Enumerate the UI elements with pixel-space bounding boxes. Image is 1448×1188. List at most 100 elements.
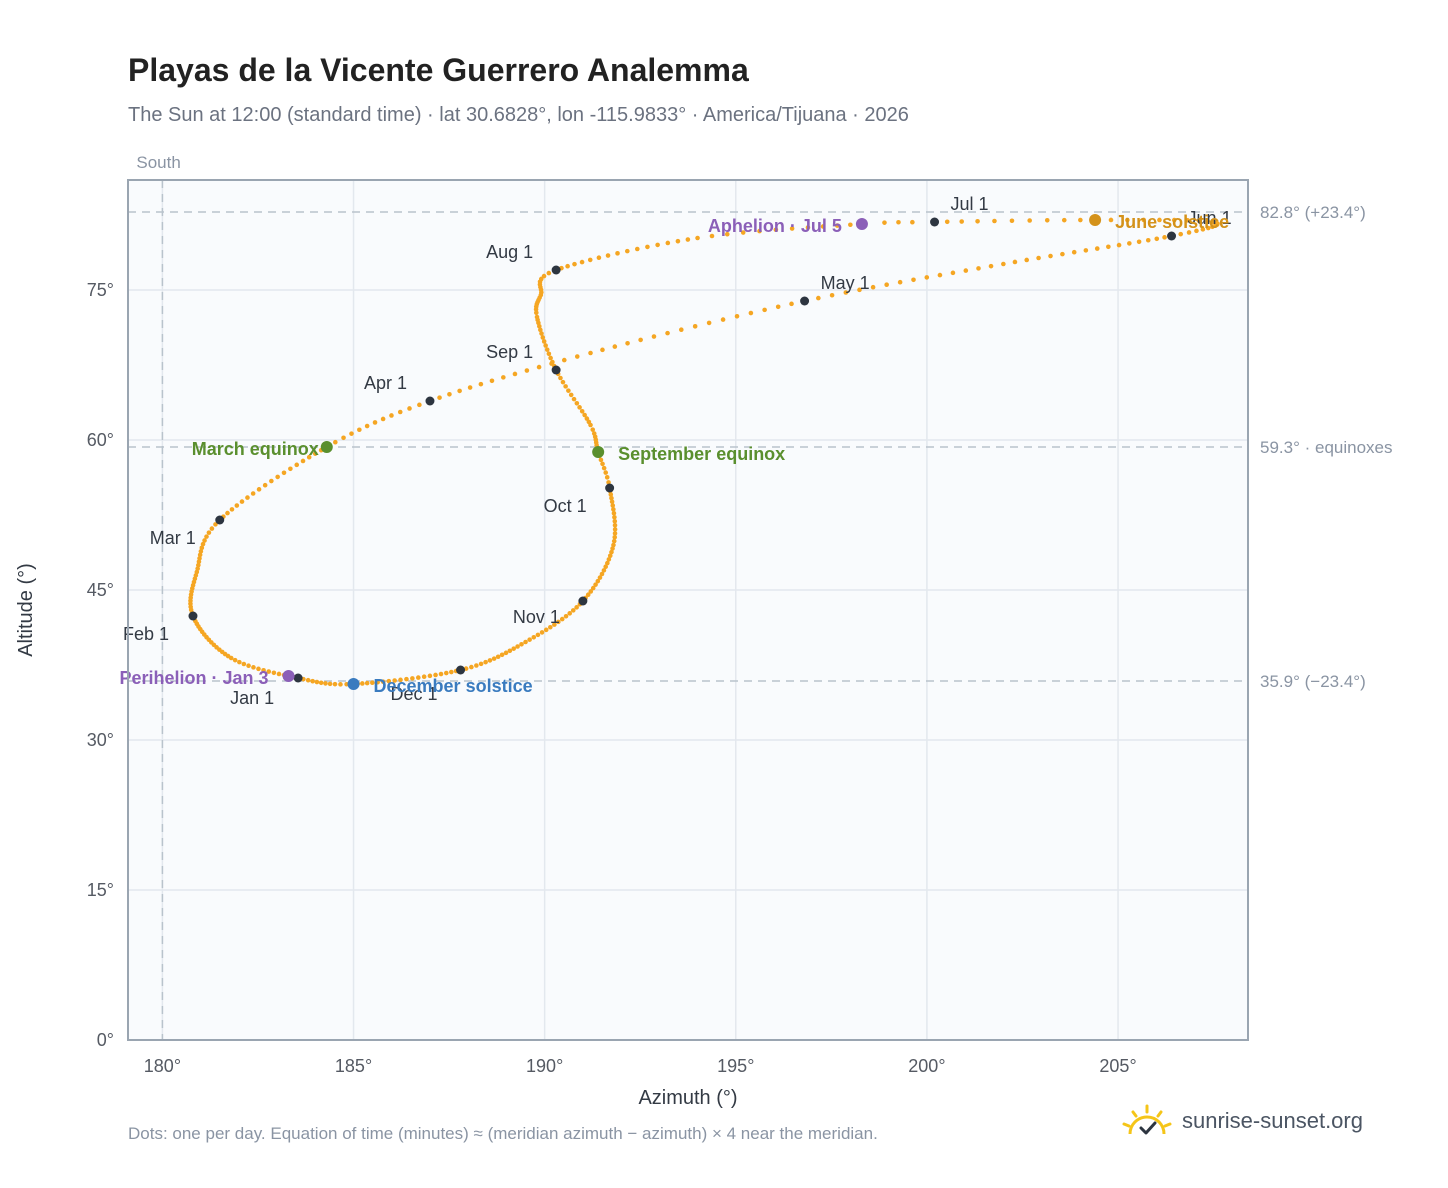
daily-dot xyxy=(789,226,795,231)
daily-dot xyxy=(896,219,901,225)
daily-dot xyxy=(262,482,268,488)
daily-dot xyxy=(612,344,618,349)
daily-dot xyxy=(963,268,969,273)
daily-dot xyxy=(360,681,365,686)
daily-dot xyxy=(734,313,740,319)
daily-dot xyxy=(209,526,215,531)
daily-dot xyxy=(897,279,903,285)
daily-dot xyxy=(882,220,887,225)
reference-line-label: 59.3° · equinoxes xyxy=(1260,438,1393,457)
daily-dot xyxy=(1141,217,1146,223)
daily-dot xyxy=(256,666,261,672)
event-marker xyxy=(592,446,605,458)
daily-dot xyxy=(685,237,691,242)
daily-dot xyxy=(567,611,573,616)
daily-dot xyxy=(338,682,343,687)
daily-dot xyxy=(550,359,555,365)
daily-dot xyxy=(538,327,543,333)
daily-dot xyxy=(992,218,997,224)
daily-dot xyxy=(595,578,601,584)
daily-dot xyxy=(600,347,605,353)
daily-dot xyxy=(1078,217,1083,223)
daily-dot xyxy=(1083,248,1089,253)
daily-dot xyxy=(523,639,528,645)
plot-area xyxy=(128,180,1248,1040)
event-label: September equinox xyxy=(618,444,785,464)
daily-dot xyxy=(474,663,479,668)
daily-dot xyxy=(559,616,565,622)
plot-frame xyxy=(127,179,1249,1041)
daily-dot xyxy=(478,381,484,387)
daily-dot xyxy=(1157,217,1162,223)
daily-dot xyxy=(544,347,550,352)
daily-dot xyxy=(645,244,650,250)
daily-dot xyxy=(884,282,889,287)
daily-dot xyxy=(364,680,370,686)
daily-dot xyxy=(976,266,981,271)
daily-dot xyxy=(601,568,607,573)
y-axis-title: Altitude (°) xyxy=(15,563,37,657)
daily-dot xyxy=(757,228,762,234)
daily-dot xyxy=(612,527,618,532)
daily-dot xyxy=(692,324,698,329)
daily-dot xyxy=(539,331,544,336)
daily-dot xyxy=(959,219,965,224)
daily-dot xyxy=(1196,218,1202,223)
daily-dot xyxy=(937,272,943,278)
daily-dot xyxy=(467,385,473,390)
daily-dot xyxy=(1061,217,1067,223)
chart-title: Playas de la Vicente Guerrero Analemma xyxy=(128,52,749,88)
daily-dot xyxy=(288,466,293,472)
daily-dot xyxy=(870,284,876,290)
daily-dot xyxy=(447,391,452,397)
daily-dot xyxy=(341,435,346,441)
daily-dot xyxy=(552,622,557,627)
brand[interactable]: sunrise-sunset.org xyxy=(1122,1104,1363,1138)
daily-dot xyxy=(610,546,615,551)
daily-dot xyxy=(511,646,517,651)
daily-dot xyxy=(829,292,835,298)
daily-dot xyxy=(590,585,596,591)
daily-dot xyxy=(560,379,566,385)
daily-dot xyxy=(579,259,585,265)
daily-dot xyxy=(261,667,266,673)
daily-dot xyxy=(196,562,201,568)
daily-dot xyxy=(1125,217,1130,223)
daily-dot xyxy=(603,470,609,475)
daily-dot xyxy=(427,673,433,679)
y-tick-label: 75° xyxy=(87,280,114,300)
y-tick-label: 45° xyxy=(87,580,114,600)
month-label: May 1 xyxy=(821,273,870,293)
daily-dot xyxy=(610,503,616,508)
event-marker xyxy=(347,678,360,690)
daily-dot xyxy=(357,427,362,433)
south-label: South xyxy=(136,153,180,172)
month-label: Nov 1 xyxy=(513,607,560,627)
daily-dot xyxy=(539,630,545,635)
daily-dot xyxy=(1200,227,1206,232)
daily-dot xyxy=(611,510,617,516)
daily-dot xyxy=(588,350,593,356)
month-label: Jun 1 xyxy=(1188,208,1232,228)
daily-dot xyxy=(775,304,781,310)
daily-dot xyxy=(438,671,444,677)
daily-dot xyxy=(281,470,287,476)
daily-dot xyxy=(1071,249,1077,255)
daily-dot xyxy=(944,219,950,225)
daily-dot xyxy=(312,451,318,456)
daily-dot xyxy=(835,223,840,228)
daily-dot xyxy=(543,627,549,633)
daily-dot xyxy=(503,650,509,656)
daily-dot xyxy=(229,507,235,512)
daily-dot xyxy=(805,225,811,230)
daily-dot xyxy=(1205,225,1211,231)
daily-dot xyxy=(305,677,311,683)
event-label: March equinox xyxy=(192,439,319,459)
daily-dot xyxy=(204,534,209,539)
daily-dot xyxy=(417,402,422,408)
daily-dot xyxy=(206,530,212,535)
daily-dot xyxy=(625,340,630,346)
daily-dot xyxy=(1009,218,1015,224)
month-label: Jan 1 xyxy=(230,688,274,708)
month-marker xyxy=(188,611,198,621)
